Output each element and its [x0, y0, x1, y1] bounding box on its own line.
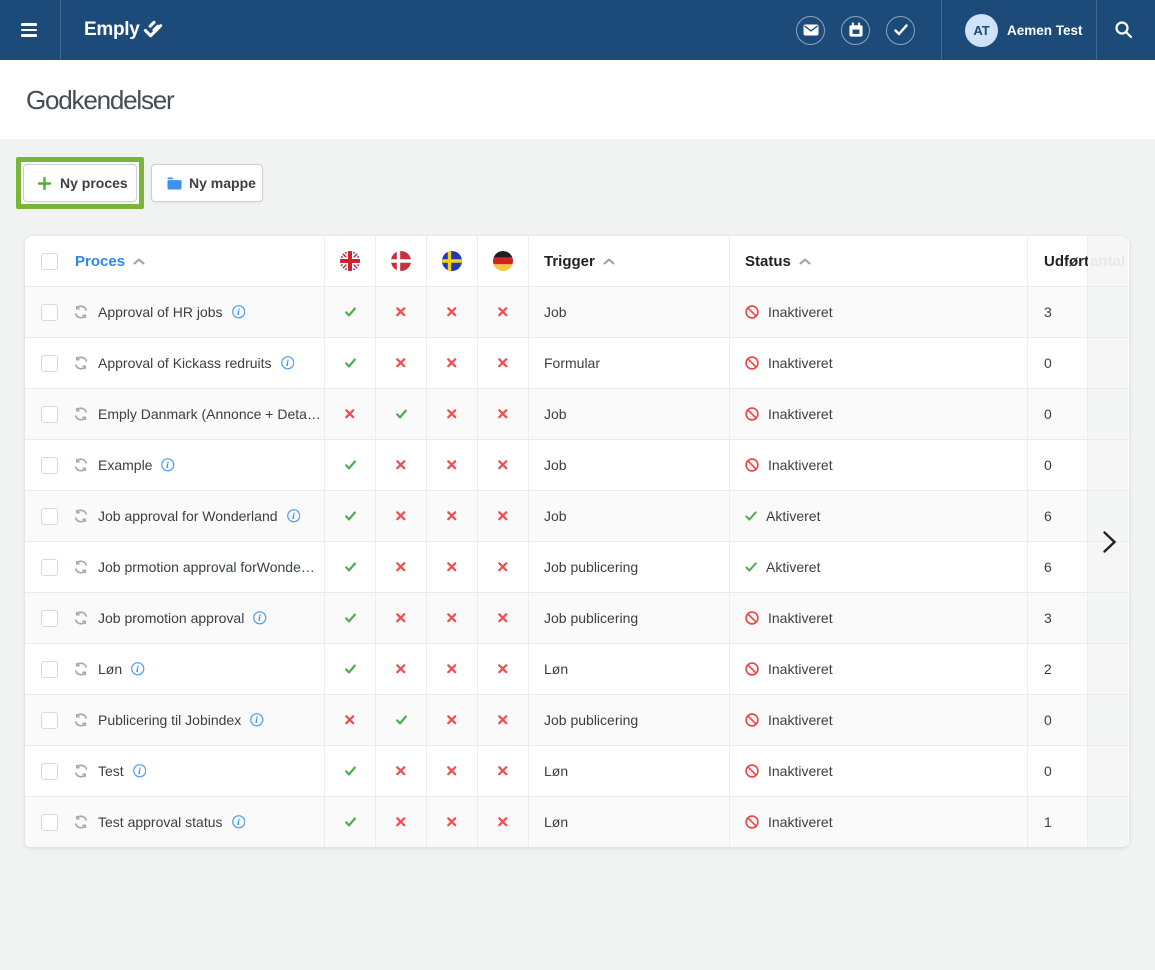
- svg-text:i: i: [258, 614, 261, 624]
- svg-text:i: i: [255, 716, 258, 726]
- svg-text:i: i: [286, 359, 289, 369]
- svg-text:i: i: [237, 818, 240, 828]
- svg-text:i: i: [167, 461, 170, 471]
- svg-text:i: i: [292, 512, 295, 522]
- svg-text:i: i: [237, 308, 240, 318]
- svg-text:i: i: [138, 767, 141, 777]
- svg-text:i: i: [136, 665, 139, 675]
